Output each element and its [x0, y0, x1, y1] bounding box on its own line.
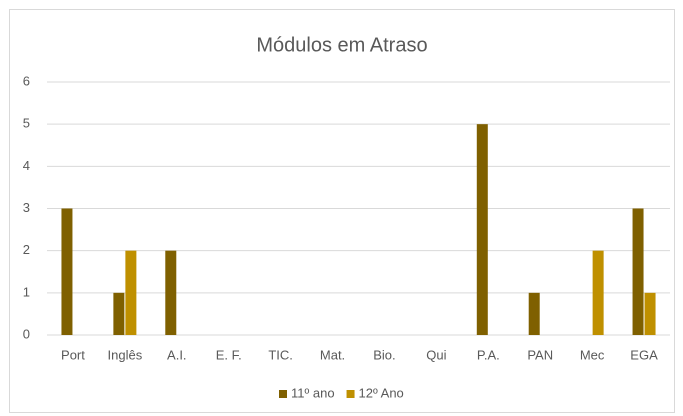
bar [125, 250, 137, 335]
x-tick-label: PAN [527, 347, 553, 362]
y-tick-label: 5 [23, 116, 30, 131]
x-tick-label: Qui [426, 347, 446, 362]
y-tick-label: 3 [23, 200, 30, 215]
bar [592, 250, 604, 335]
y-tick-label: 4 [23, 158, 30, 173]
y-tick-label: 0 [23, 326, 30, 341]
y-tick-label: 1 [23, 284, 30, 299]
y-tick-label: 6 [23, 73, 30, 88]
bar [644, 292, 656, 335]
legend-label: 11º ano [291, 385, 335, 400]
bar [113, 292, 125, 335]
x-tick-label: Inglês [108, 347, 143, 362]
bar [476, 124, 488, 336]
x-tick-label: E. F. [216, 347, 242, 362]
bar [632, 208, 644, 335]
x-tick-label: Mat. [320, 347, 345, 362]
x-tick-label: Mec [580, 347, 605, 362]
x-tick-label: A.I. [167, 347, 187, 362]
bar [61, 208, 73, 335]
bar [165, 250, 177, 335]
chart-title: Módulos em Atraso [256, 34, 427, 56]
legend-swatch [346, 390, 355, 398]
y-tick-label: 2 [23, 242, 30, 257]
chart-border [9, 9, 675, 413]
x-tick-label: EGA [630, 347, 658, 362]
x-tick-label: Port [61, 347, 85, 362]
legend-label: 12º Ano [359, 385, 404, 400]
x-tick-label: P.A. [477, 347, 500, 362]
legend-swatch [279, 390, 287, 398]
x-tick-label: TIC. [268, 347, 293, 362]
x-tick-label: Bio. [373, 347, 395, 362]
bar [528, 292, 540, 335]
